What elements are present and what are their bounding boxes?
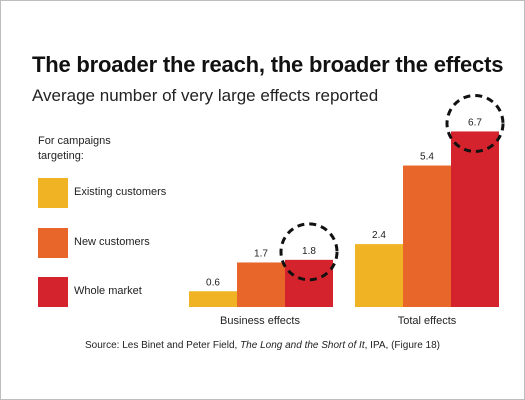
data-label-total-effects-whole-market: 6.7 — [468, 117, 482, 128]
category-label-total-effects: Total effects — [398, 315, 457, 327]
chart-title: The broader the reach, the broader the e… — [32, 52, 504, 77]
legend-label-existing-customers: Existing customers — [74, 186, 167, 198]
highlight-circle-total-effects — [445, 93, 505, 153]
bar-business-effects-new-customers — [237, 262, 285, 307]
source-note: Source: Les Binet and Peter Field, The L… — [0, 340, 525, 351]
bar-total-effects-new-customers — [403, 165, 451, 307]
bar-total-effects-whole-market — [451, 131, 499, 307]
data-label-business-effects-new-customers: 1.7 — [254, 248, 268, 259]
legend-label-new-customers: New customers — [74, 236, 150, 248]
data-label-business-effects-whole-market: 1.8 — [302, 246, 316, 257]
source-work-title: The Long and the Short of It — [240, 340, 365, 351]
data-label-total-effects-new-customers: 5.4 — [420, 152, 434, 163]
source-suffix: , IPA, (Figure 18) — [364, 340, 441, 351]
bar-total-effects-existing-customers — [355, 244, 403, 307]
bar-business-effects-whole-market — [285, 259, 333, 307]
legend-swatch-existing-customers — [38, 178, 68, 208]
legend-title: For campaigns targeting: — [38, 135, 111, 162]
legend-label-whole-market: Whole market — [74, 285, 142, 297]
highlight-circle-business-effects — [279, 222, 339, 282]
source-prefix: Source: Les Binet and Peter Field, — [84, 340, 241, 351]
legend-swatch-whole-market — [38, 277, 68, 307]
chart-subtitle: Average number of very large effects rep… — [32, 86, 379, 105]
legend-swatch-new-customers — [38, 228, 68, 258]
category-label-business-effects: Business effects — [220, 315, 300, 327]
data-label-total-effects-existing-customers: 2.4 — [372, 230, 386, 241]
bar-business-effects-existing-customers — [189, 291, 237, 307]
data-label-business-effects-existing-customers: 0.6 — [206, 277, 220, 288]
